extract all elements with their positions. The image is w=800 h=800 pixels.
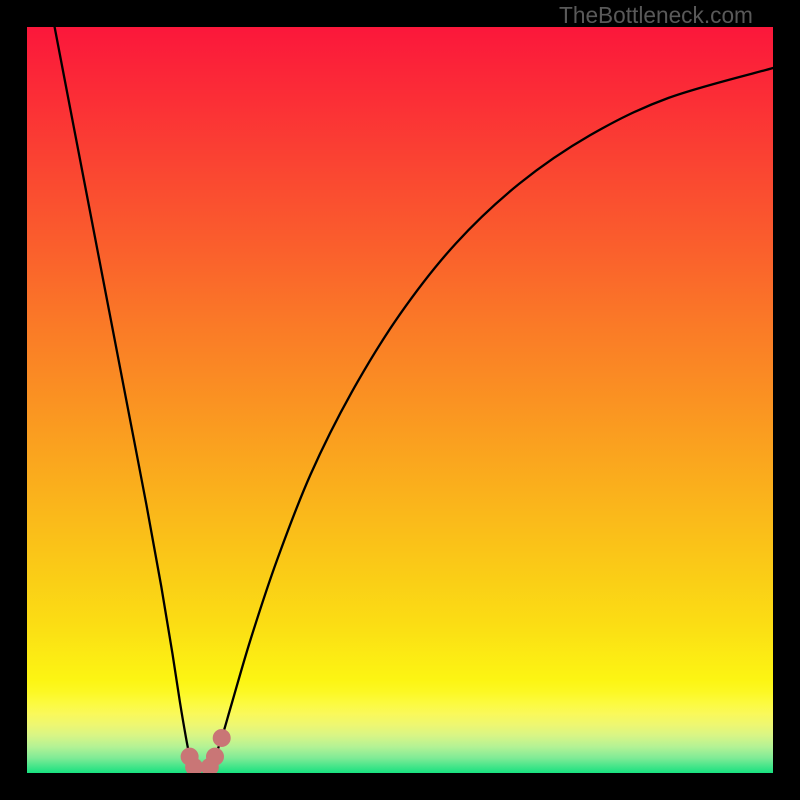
bottleneck-curve xyxy=(27,27,773,773)
curve-left-branch xyxy=(55,27,190,757)
marker-point xyxy=(186,759,203,773)
marker-point xyxy=(206,748,223,765)
marker-point xyxy=(213,729,230,746)
watermark-text: TheBottleneck.com xyxy=(559,2,753,29)
plot-area xyxy=(27,27,773,773)
curve-right-branch xyxy=(215,68,773,757)
marker-group xyxy=(181,729,230,773)
